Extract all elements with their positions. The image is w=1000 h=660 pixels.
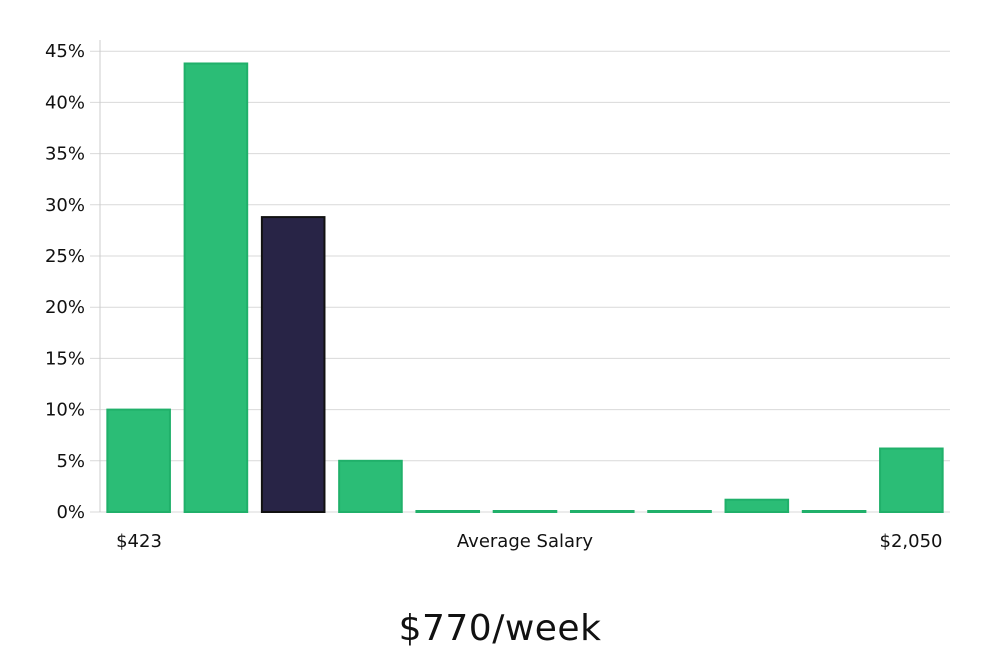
y-tick-label: 45% xyxy=(45,41,85,62)
y-tick-label: 30% xyxy=(45,195,85,216)
bar xyxy=(492,510,558,513)
y-tick-label: 20% xyxy=(45,297,85,318)
x-axis-title: Average Salary xyxy=(457,531,594,552)
y-tick-label: 0% xyxy=(56,502,85,523)
average-salary-summary: $770/week xyxy=(398,608,602,649)
y-tick-label: 5% xyxy=(56,451,85,472)
y-tick-label: 25% xyxy=(45,246,85,267)
bar xyxy=(415,510,481,513)
bar xyxy=(724,498,790,514)
y-axis-tick-labels: 0% 5% 10% 15% 20% 25% 30% 35% 40% 45% xyxy=(45,41,85,523)
bar xyxy=(801,510,867,513)
bars xyxy=(106,62,944,514)
bar xyxy=(106,408,171,514)
bar xyxy=(879,447,944,513)
bar xyxy=(569,510,635,513)
y-tick-label: 10% xyxy=(45,400,85,421)
bar xyxy=(647,510,712,513)
bar xyxy=(338,459,403,513)
salary-histogram: 0% 5% 10% 15% 20% 25% 30% 35% 40% 45% $423 Averag… xyxy=(45,40,950,552)
y-tick-label: 15% xyxy=(45,348,85,369)
y-tick-label: 35% xyxy=(45,144,85,165)
x-max-label: $2,050 xyxy=(880,531,943,552)
bar xyxy=(183,62,249,513)
y-tick-label: 40% xyxy=(45,92,85,113)
highlighted-bar xyxy=(260,216,326,513)
x-min-label: $423 xyxy=(116,531,162,552)
